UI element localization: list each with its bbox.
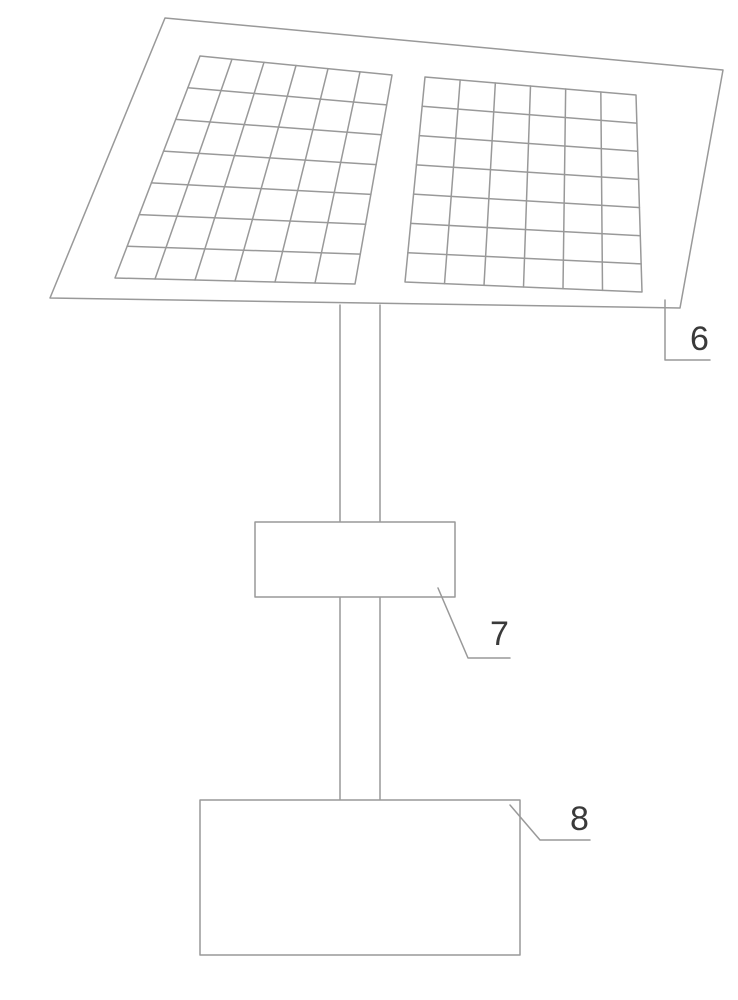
- right-module-outline: [405, 77, 642, 292]
- label-6: 6: [690, 320, 709, 358]
- solar-diagram: 6 7 8: [0, 0, 738, 1000]
- base-box: [200, 800, 520, 955]
- label-7: 7: [490, 615, 509, 653]
- label-8: 8: [570, 800, 589, 838]
- mid-box: [255, 522, 455, 597]
